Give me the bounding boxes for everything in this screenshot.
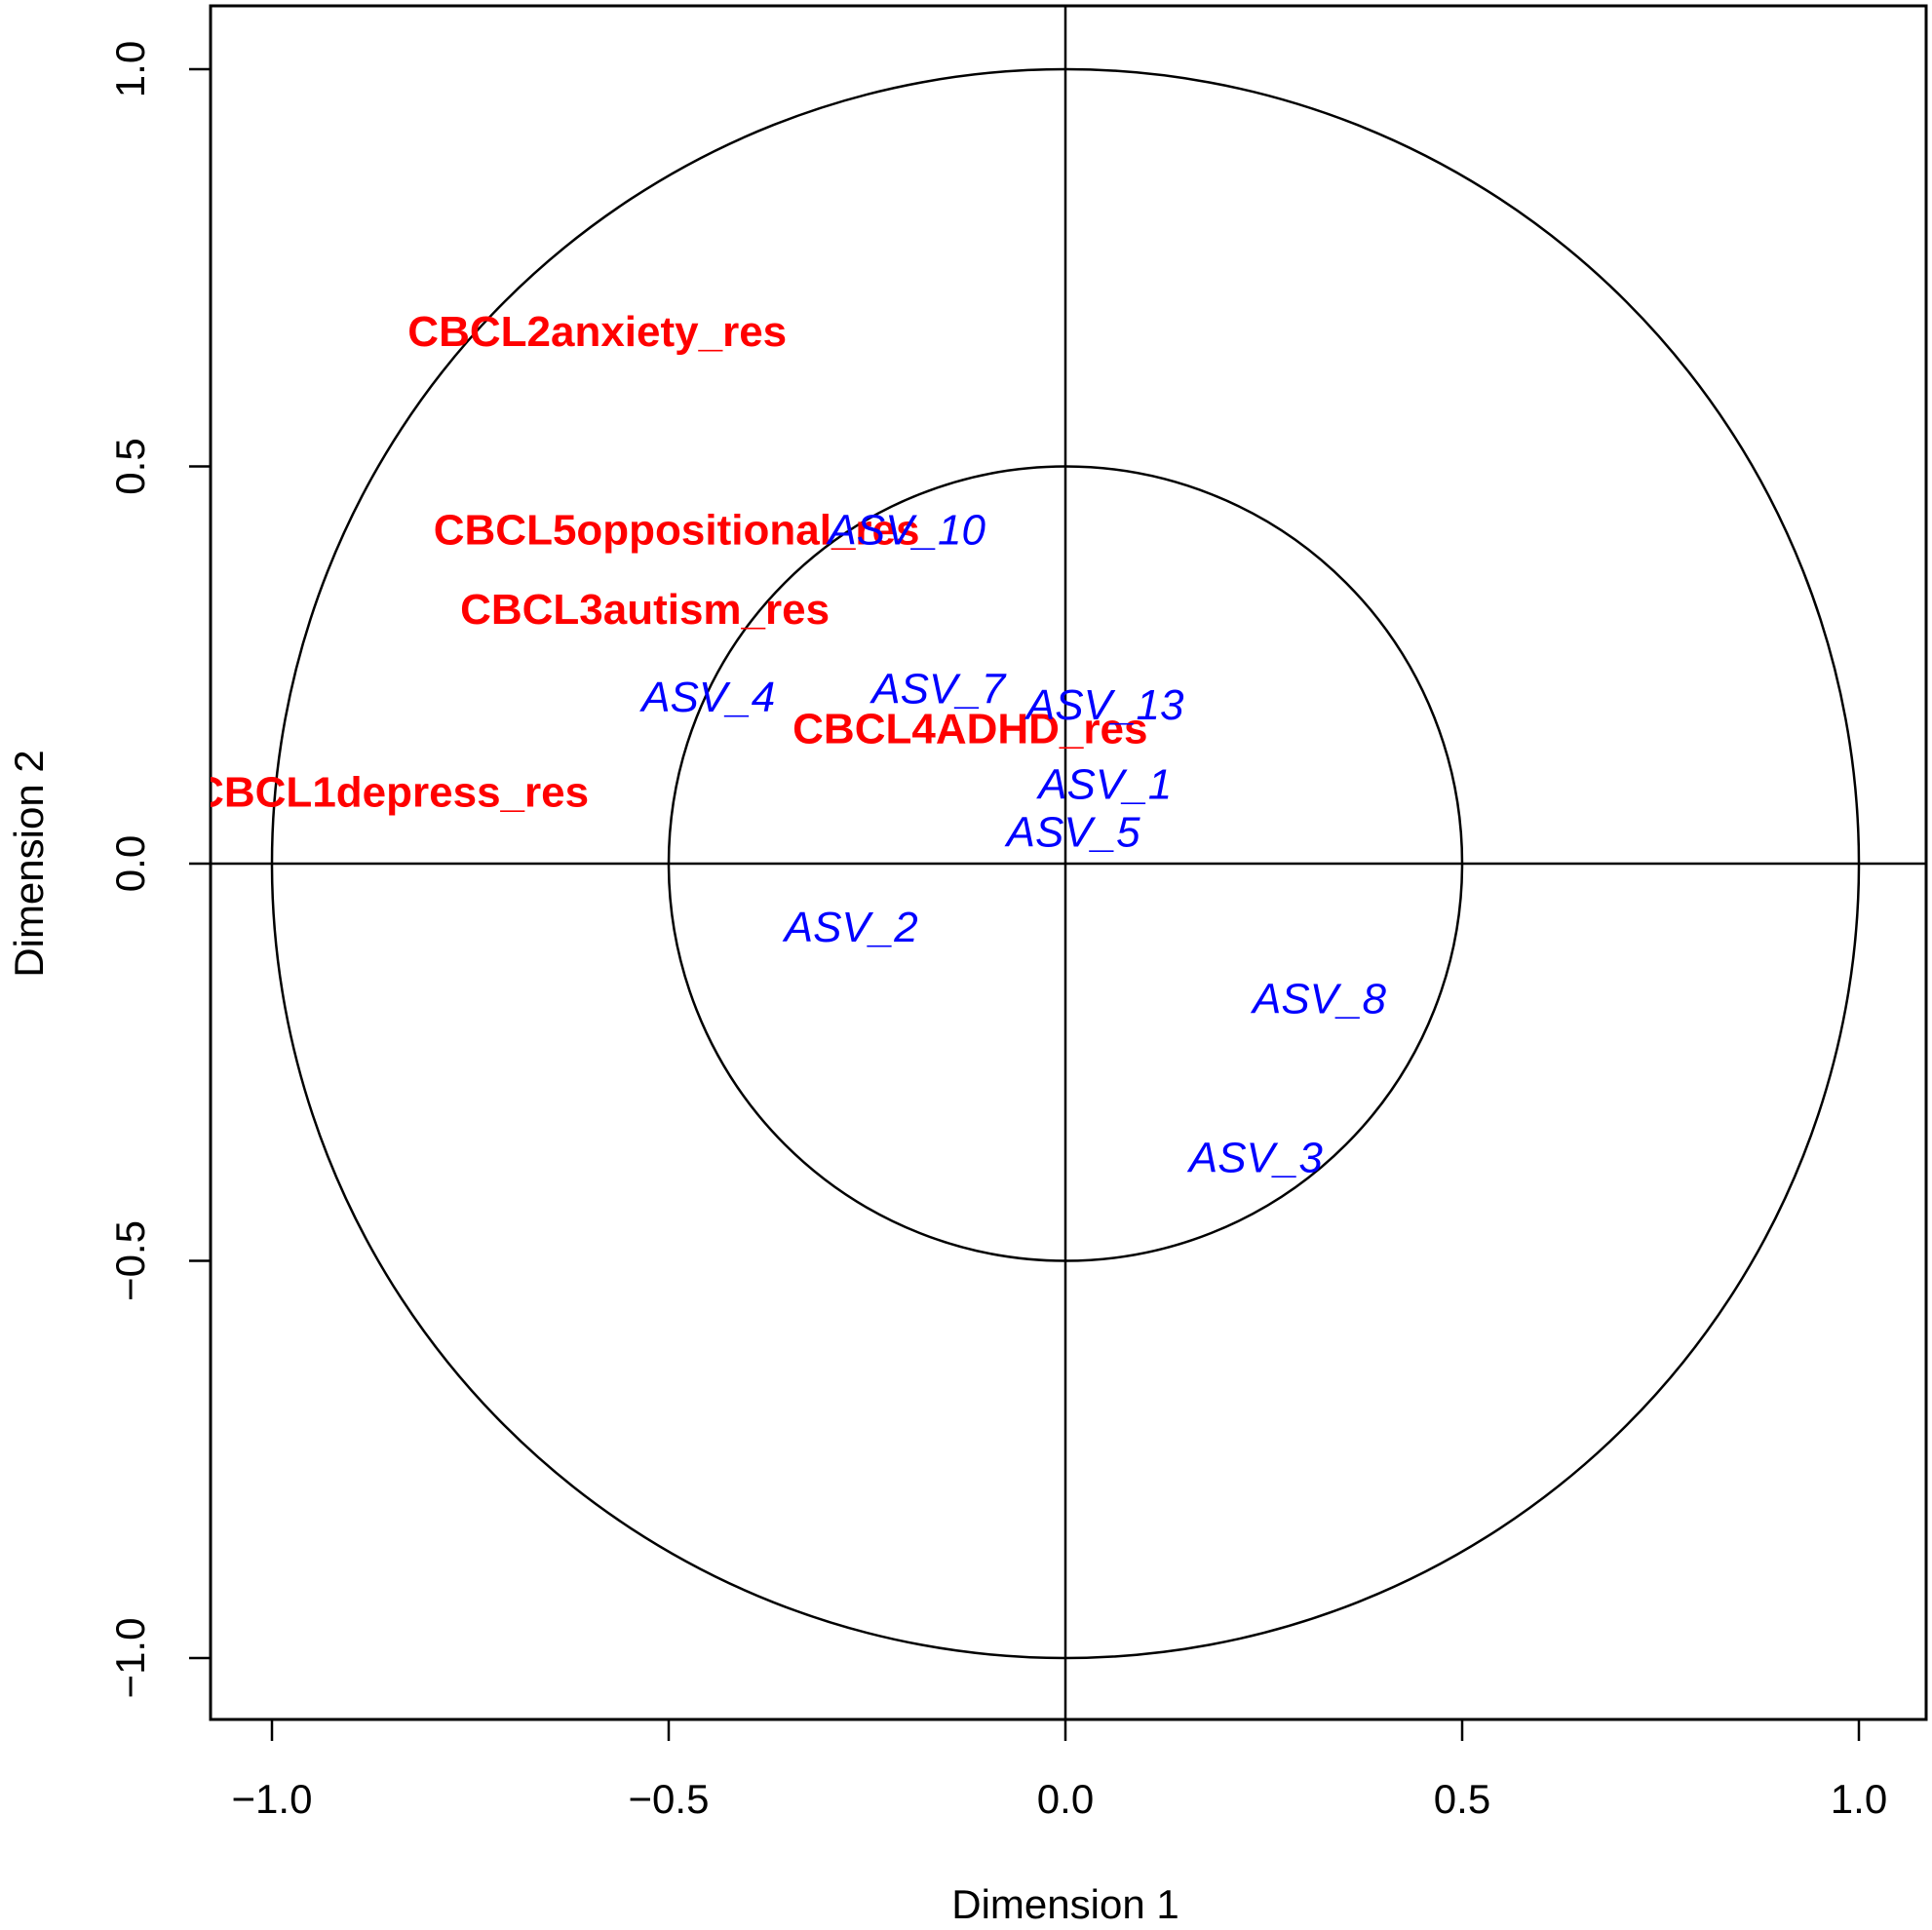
x-tick-label: 0.0 xyxy=(1037,1776,1094,1822)
point-labels: CBCL2anxiety_res CBCL5oppositional_res CBC… xyxy=(193,308,1387,1182)
x-tick-label: 0.5 xyxy=(1434,1776,1490,1822)
x-axis-title: Dimension 1 xyxy=(951,1881,1179,1927)
y-tick-label: 0.0 xyxy=(107,835,153,892)
point-label-cbcl2anxiety-res: CBCL2anxiety_res xyxy=(407,308,787,356)
x-tick-label: 1.0 xyxy=(1831,1776,1887,1822)
point-label-asv-2: ASV_2 xyxy=(782,904,918,951)
point-label-cbcl3autism-res: CBCL3autism_res xyxy=(460,586,830,634)
y-tick-label: 0.5 xyxy=(107,438,153,494)
point-label-asv-4: ASV_4 xyxy=(638,674,775,721)
point-label-asv-10: ASV_10 xyxy=(825,507,985,555)
y-tick-label: −0.5 xyxy=(107,1220,153,1301)
reference-lines xyxy=(211,6,1926,1719)
point-label-asv-7: ASV_7 xyxy=(869,666,1007,714)
point-label-asv-13: ASV_13 xyxy=(1024,681,1184,729)
x-tick-label: −1.0 xyxy=(232,1776,313,1822)
y-tick-label: 1.0 xyxy=(107,41,153,97)
point-label-cbcl1depress-res: CBCL1depress_res xyxy=(193,769,589,817)
point-label-cbcl4adhd-res: CBCL4ADHD_res xyxy=(792,705,1147,753)
point-label-asv-1: ASV_1 xyxy=(1035,761,1172,809)
axis-ticks: −1.0 −0.5 0.0 0.5 1.0 −1.0 −0.5 0.0 0.5 1.0 xyxy=(107,41,1887,1822)
y-tick-label: −1.0 xyxy=(107,1618,153,1699)
y-axis-title: Dimension 2 xyxy=(6,750,52,977)
point-label-asv-5: ASV_5 xyxy=(1004,808,1141,856)
point-label-asv-3: ASV_3 xyxy=(1186,1135,1324,1182)
point-label-asv-8: ASV_8 xyxy=(1250,976,1387,1023)
point-label-cbcl5oppositional-res: CBCL5oppositional_res xyxy=(434,507,920,555)
x-tick-label: −0.5 xyxy=(629,1776,710,1822)
